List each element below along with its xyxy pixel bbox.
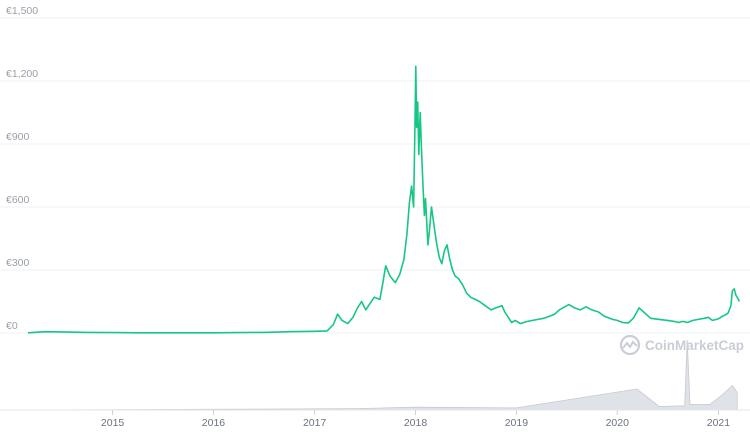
x-axis-ticks: 2015 2016 2017 2018 2019 2020 2021 xyxy=(101,410,730,429)
volume-area xyxy=(27,339,738,411)
x-tick-label: 2020 xyxy=(606,417,630,429)
x-tick-label: 2015 xyxy=(101,417,125,429)
x-tick-label: 2018 xyxy=(404,417,428,429)
coinmarketcap-watermark: CoinMarketCap xyxy=(619,334,744,356)
x-tick-label: 2017 xyxy=(303,417,327,429)
y-tick-label: €600 xyxy=(6,194,30,206)
watermark-text: CoinMarketCap xyxy=(645,338,744,353)
x-tick-label: 2019 xyxy=(505,417,529,429)
price-series xyxy=(27,65,741,334)
y-tick-label: €1,200 xyxy=(6,68,38,80)
coinmarketcap-logo-icon xyxy=(619,334,641,356)
y-tick-label: €900 xyxy=(6,131,30,143)
x-tick-label: 2021 xyxy=(707,417,731,429)
gridlines xyxy=(0,17,750,334)
volume-panel xyxy=(0,339,750,411)
y-tick-label: €0 xyxy=(6,320,18,332)
y-tick-label: €1,500 xyxy=(6,5,38,17)
y-axis-ticks: €0 €300 €600 €900 €1,200 €1,500 xyxy=(6,5,38,332)
y-tick-label: €300 xyxy=(6,257,30,269)
x-tick-label: 2016 xyxy=(202,417,226,429)
price-line xyxy=(27,65,741,334)
